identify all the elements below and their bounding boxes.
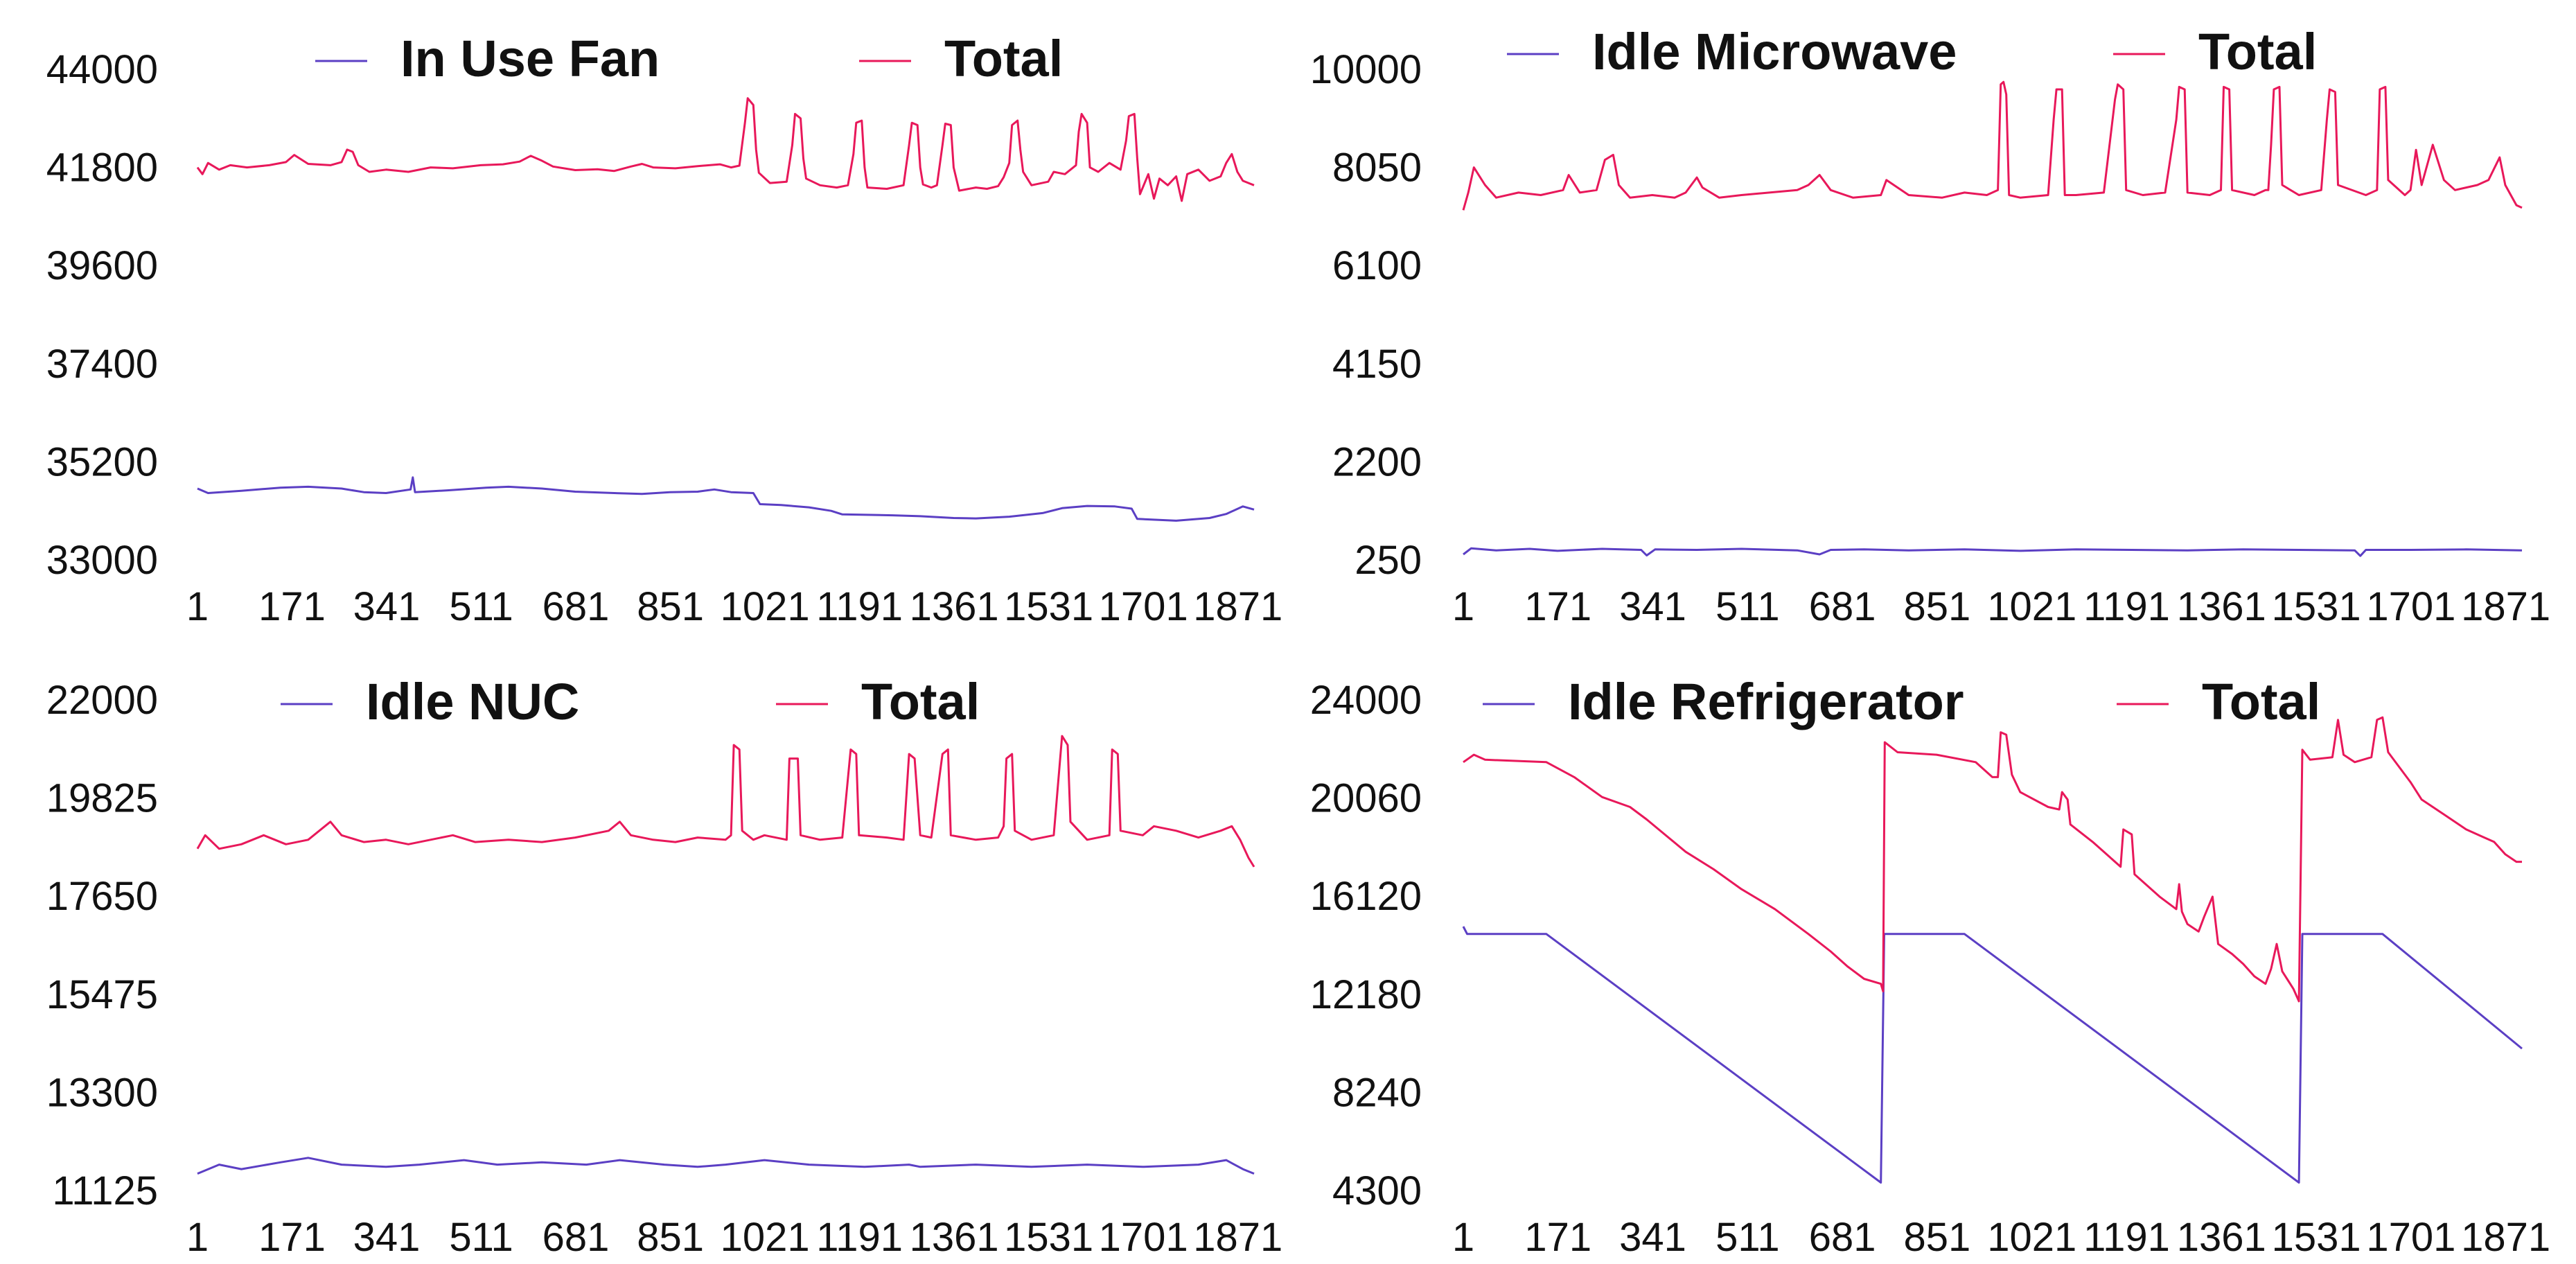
x-tick-label: 681 [542,584,610,629]
x-tick-label: 511 [449,584,513,629]
legend-label: Total [944,30,1063,87]
x-tick-label: 1191 [816,1215,903,1260]
y-tick-label: 250 [1355,538,1422,583]
x-tick-label: 1361 [910,584,999,629]
y-tick-label: 17650 [46,874,158,919]
x-tick-label: 511 [449,1215,513,1260]
series-line-total [1463,716,2522,1003]
x-tick-label: 1701 [2366,584,2455,629]
x-tick-label: 1191 [2083,1215,2170,1260]
x-tick-label: 1 [186,584,209,629]
legend-label: Total [861,673,980,730]
x-tick-label: 1361 [910,1215,999,1260]
x-tick-label: 1021 [1987,1215,2076,1260]
y-tick-label: 33000 [46,538,158,583]
chart-panel-idle-microwave: 10000 8050 6100 4150 2200 250 1 171 341 511 681 851… [1310,23,2550,629]
x-tick-label: 1361 [2177,1215,2266,1260]
chart-panel-idle-nuc: 22000 19825 17650 15475 13300 11125 1 171 341 511… [46,673,1283,1260]
y-tick-label: 16120 [1310,874,1422,919]
x-tick-label: 1871 [2461,1215,2550,1260]
x-tick-label: 1871 [1193,1215,1282,1260]
x-tick-label: 1531 [2272,1215,2361,1260]
y-tick-label: 4300 [1332,1168,1422,1213]
y-tick-label: 35200 [46,439,158,484]
x-tick-label: 1021 [721,584,810,629]
y-tick-label: 2200 [1332,439,1422,484]
series-line-total [196,735,1255,868]
x-tick-label: 1871 [2461,584,2550,629]
x-tick-label: 341 [353,1215,421,1260]
x-tick-label: 1701 [1099,1215,1188,1260]
x-tick-label: 1701 [1099,584,1188,629]
y-tick-label: 41800 [46,146,158,191]
x-tick-label: 1701 [2366,1215,2455,1260]
x-tick-label: 1 [1452,1215,1474,1260]
series-line-primary [197,1157,1255,1175]
x-tick-label: 511 [1715,584,1779,629]
legend-label: Idle Microwave [1592,23,1957,80]
x-tick-label: 1531 [1004,1215,1093,1260]
x-tick-label: 681 [1809,584,1876,629]
y-tick-label: 13300 [46,1070,158,1115]
y-tick-label: 11125 [52,1168,158,1213]
x-tick-label: 341 [1619,1215,1686,1260]
x-tick-label: 681 [542,1215,610,1260]
x-tick-label: 681 [1809,1215,1876,1260]
x-tick-label: 171 [1524,1215,1591,1260]
x-tick-label: 171 [258,1215,326,1260]
y-tick-label: 8050 [1332,146,1422,191]
x-tick-label: 1191 [2083,584,2170,629]
x-tick-label: 851 [1904,584,1971,629]
x-tick-label: 1021 [1987,584,2076,629]
series-line-primary [197,476,1255,522]
x-tick-label: 851 [1904,1215,1971,1260]
x-tick-label: 341 [1619,584,1686,629]
legend-label: In Use Fan [400,30,660,87]
x-tick-label: 171 [258,584,326,629]
x-tick-label: 1531 [2272,584,2361,629]
x-tick-label: 1021 [721,1215,810,1260]
chart-panel-idle-refrigerator: 24000 20060 16120 12180 8240 4300 1 171 341 511 68… [1310,673,2550,1260]
x-tick-label: 511 [1715,1215,1779,1260]
x-tick-label: 171 [1524,584,1591,629]
x-tick-label: 1 [186,1215,209,1260]
y-tick-label: 44000 [46,47,158,92]
legend-label: Idle NUC [366,673,579,730]
series-line-primary [1462,926,2523,1184]
y-tick-label: 10000 [1310,47,1422,92]
chart-panel-in-use-fan: 44000 41800 39600 37400 35200 33000 1 171 341 511… [46,30,1283,629]
x-tick-label: 851 [637,1215,704,1260]
series-line-total [196,97,1255,202]
y-tick-label: 8240 [1332,1070,1422,1115]
y-tick-label: 15475 [46,972,158,1017]
y-tick-label: 20060 [1310,776,1422,821]
series-line-primary [1463,547,2523,557]
legend-label: Total [2202,673,2320,730]
x-tick-label: 1871 [1193,584,1282,629]
x-tick-label: 341 [353,584,421,629]
x-tick-label: 851 [637,584,704,629]
x-tick-label: 1361 [2177,584,2266,629]
x-tick-label: 1531 [1004,584,1093,629]
y-tick-label: 4150 [1332,342,1422,387]
y-tick-label: 12180 [1310,972,1422,1017]
x-tick-label: 1191 [816,584,903,629]
x-tick-label: 1 [1452,584,1474,629]
y-tick-label: 6100 [1332,243,1422,288]
y-tick-label: 22000 [46,678,158,723]
y-tick-label: 24000 [1310,678,1422,723]
legend-label: Total [2198,23,2317,80]
legend-label: Idle Refrigerator [1568,673,1964,730]
series-line-total [1462,80,2523,211]
y-tick-label: 37400 [46,342,158,387]
y-tick-label: 19825 [46,776,158,821]
y-tick-label: 39600 [46,243,158,288]
